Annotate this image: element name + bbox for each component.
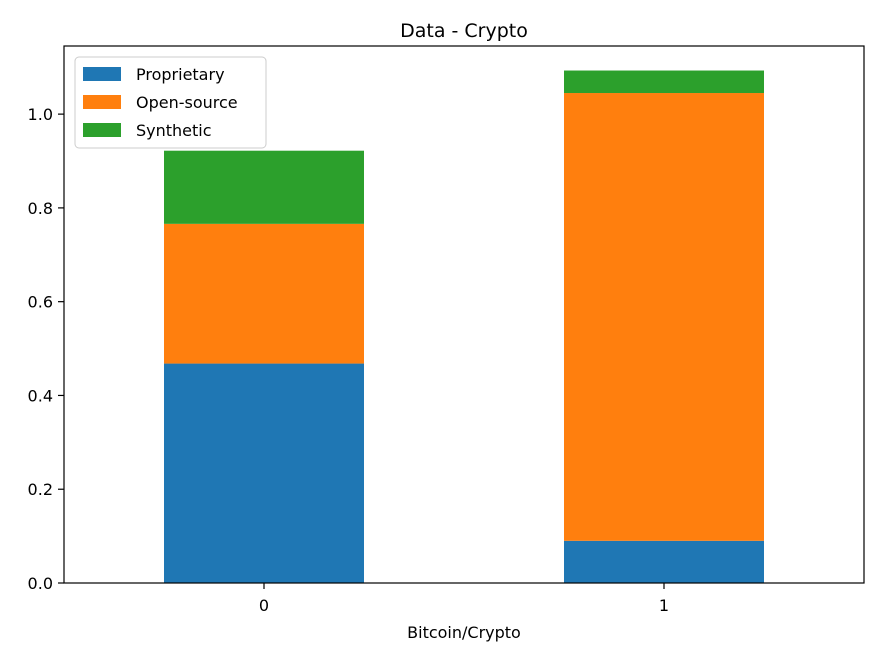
- legend-label: Proprietary: [136, 65, 225, 84]
- bar-synthetic-1: [564, 70, 764, 94]
- bar-proprietary-1: [564, 540, 764, 583]
- legend-swatch: [83, 95, 121, 109]
- legend-label: Open-source: [136, 93, 238, 112]
- x-tick-label: 0: [259, 596, 269, 615]
- legend-swatch: [83, 67, 121, 81]
- y-tick-label: 0.8: [28, 199, 53, 218]
- legend-label: Synthetic: [136, 121, 212, 140]
- legend-box: [74, 56, 267, 149]
- bar-open-source-0: [164, 223, 364, 364]
- bar-proprietary-0: [164, 363, 364, 583]
- bar-synthetic-0: [164, 150, 364, 224]
- legend-swatch: [83, 123, 121, 137]
- y-tick-label: 1.0: [28, 105, 53, 124]
- y-tick-label: 0.4: [28, 386, 53, 405]
- plot-frame: [63, 45, 865, 584]
- y-axis: 0.0 0.2 0.4 0.6 0.8 1.0: [28, 105, 64, 593]
- chart-title: Data - Crypto: [400, 20, 528, 42]
- legend: Proprietary Open-source Synthetic: [74, 56, 267, 149]
- x-tick-label: 1: [659, 596, 669, 615]
- bar-open-source-1: [564, 93, 764, 541]
- bars-group: [164, 70, 764, 583]
- x-axis-label: Bitcoin/Crypto: [407, 623, 521, 642]
- y-tick-label: 0.6: [28, 293, 53, 312]
- y-tick-label: 0.0: [28, 574, 53, 593]
- y-tick-label: 0.2: [28, 480, 53, 499]
